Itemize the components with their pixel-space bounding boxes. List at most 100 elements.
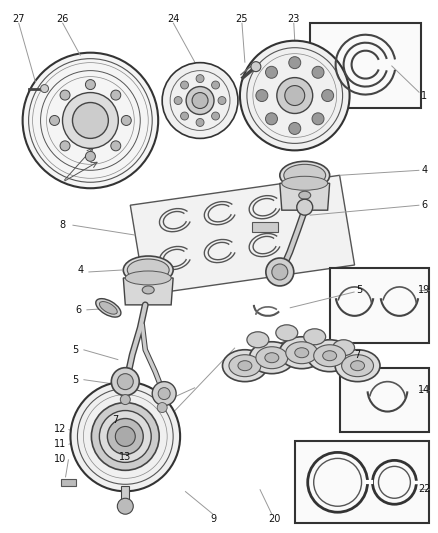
Ellipse shape [286,342,318,364]
Circle shape [289,123,301,134]
Ellipse shape [96,298,121,317]
Ellipse shape [229,355,261,377]
Text: 6: 6 [75,305,81,315]
Circle shape [120,394,130,405]
Circle shape [92,402,159,470]
Ellipse shape [249,342,294,374]
Ellipse shape [304,329,326,345]
Text: 5: 5 [72,345,78,355]
Bar [310,23,421,108]
Ellipse shape [256,347,288,369]
Text: 8: 8 [60,220,66,230]
Text: 6: 6 [421,200,427,210]
Circle shape [256,90,268,101]
Ellipse shape [282,176,328,190]
Ellipse shape [335,350,380,382]
Text: 13: 13 [119,453,131,463]
Text: 5: 5 [357,285,363,295]
Text: 14: 14 [418,385,431,394]
Text: 5: 5 [72,375,78,385]
Circle shape [266,258,294,286]
Text: 4: 4 [421,165,427,175]
Circle shape [121,116,131,125]
Circle shape [251,62,261,71]
Circle shape [117,498,133,514]
Circle shape [196,75,204,83]
Circle shape [63,93,118,148]
Polygon shape [312,345,320,366]
Circle shape [192,93,208,109]
Circle shape [240,41,350,150]
Circle shape [321,90,334,101]
Circle shape [180,81,188,89]
Text: 22: 22 [418,484,431,494]
Bar [121,486,129,506]
Circle shape [115,426,135,447]
Circle shape [162,63,238,139]
Circle shape [265,66,278,78]
Circle shape [99,410,151,462]
Ellipse shape [332,340,355,356]
Ellipse shape [223,350,267,382]
Bar [252,222,278,232]
Polygon shape [130,175,355,295]
Ellipse shape [314,345,346,367]
Ellipse shape [350,361,364,370]
Circle shape [71,382,180,491]
Circle shape [60,141,70,151]
Circle shape [72,102,108,139]
Circle shape [212,112,219,120]
Circle shape [196,118,204,126]
Ellipse shape [279,337,324,369]
Circle shape [297,199,313,215]
Ellipse shape [280,161,330,189]
Circle shape [180,112,188,120]
Polygon shape [280,183,330,210]
Circle shape [117,374,133,390]
Text: 12: 12 [54,424,67,434]
Text: 7: 7 [112,415,118,424]
Bar [295,441,429,523]
Circle shape [85,79,95,90]
Text: 19: 19 [418,285,431,295]
Ellipse shape [295,348,309,358]
Circle shape [41,85,49,93]
Circle shape [60,90,70,100]
Circle shape [186,86,214,115]
Ellipse shape [125,271,171,285]
Circle shape [158,387,170,400]
Text: 20: 20 [268,514,281,524]
Bar [339,368,429,432]
Circle shape [272,264,288,280]
Circle shape [277,78,313,114]
Ellipse shape [142,286,154,294]
Text: 11: 11 [54,439,67,449]
Text: 23: 23 [288,14,300,24]
Ellipse shape [99,302,117,314]
Circle shape [285,86,305,106]
Circle shape [279,342,291,354]
Text: 4: 4 [78,265,84,275]
Text: 26: 26 [57,14,69,24]
Ellipse shape [299,191,311,199]
Circle shape [107,418,143,455]
Circle shape [312,66,324,78]
Ellipse shape [265,353,279,362]
Circle shape [289,56,301,69]
Circle shape [111,90,121,100]
Text: 25: 25 [236,14,248,24]
Text: 9: 9 [210,514,216,524]
Circle shape [218,96,226,104]
Circle shape [111,368,139,395]
Circle shape [152,382,176,406]
Polygon shape [255,350,262,376]
Ellipse shape [238,361,252,370]
Circle shape [312,113,324,125]
Text: 1: 1 [421,91,427,101]
Polygon shape [339,348,348,376]
Text: 7: 7 [354,350,360,360]
Circle shape [49,116,60,125]
Ellipse shape [247,332,269,348]
Text: 10: 10 [54,455,67,464]
Text: 24: 24 [167,14,179,24]
